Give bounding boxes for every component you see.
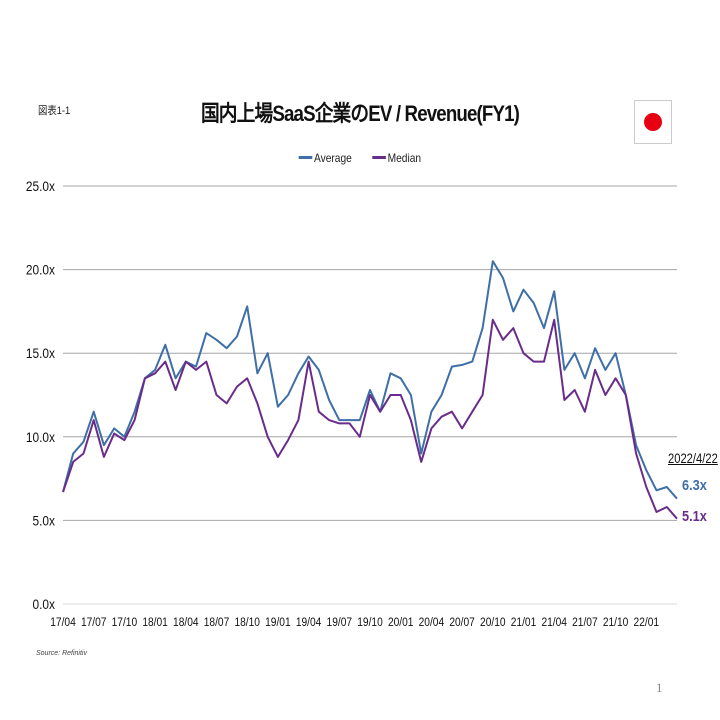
x-tick-label: 18/01 <box>142 616 168 629</box>
y-tick-label: 15.0x <box>26 345 56 361</box>
source-note: Source: Refinitiv <box>36 650 87 657</box>
x-tick-label: 19/01 <box>265 616 291 629</box>
x-tick-label: 19/10 <box>357 616 383 629</box>
legend-label-average: Average <box>314 150 353 165</box>
latest-date-annotation: 2022/4/22 <box>668 450 718 466</box>
x-tick-label: 19/04 <box>296 616 322 629</box>
y-tick-label: 5.0x <box>33 512 56 528</box>
x-tick-label: 21/04 <box>541 616 567 629</box>
x-tick-label: 20/07 <box>449 616 475 629</box>
x-tick-label: 21/01 <box>511 616 537 629</box>
japan-flag-icon <box>634 100 672 144</box>
legend-swatch-average <box>299 156 313 159</box>
x-tick-label: 17/04 <box>50 616 76 629</box>
series-line-average <box>62 260 678 500</box>
chart-title: 国内上場SaaS企業のEV / Revenue(FY1) <box>200 101 520 126</box>
flag-sun <box>644 113 662 131</box>
x-tick-label: 17/07 <box>81 616 107 629</box>
x-tick-label: 21/07 <box>572 616 598 629</box>
figure-label: 図表1-1 <box>38 105 71 117</box>
legend: Average Median <box>0 148 720 165</box>
page-number: 1 <box>656 680 663 695</box>
legend-label-median: Median <box>387 150 422 165</box>
y-tick-label: 20.0x <box>26 262 56 278</box>
x-tick-label: 22/01 <box>634 616 660 629</box>
average-latest-annotation: 6.3x <box>682 477 707 494</box>
x-tick-label: 21/10 <box>603 616 629 629</box>
x-tick-label: 19/07 <box>327 616 353 629</box>
legend-item-average: Average <box>299 151 352 165</box>
x-tick-label: 20/01 <box>388 616 414 629</box>
legend-swatch-median <box>372 156 387 159</box>
x-tick-label: 18/10 <box>234 616 260 629</box>
legend-item-median: Median <box>372 150 422 165</box>
y-tick-label: 25.0x <box>26 178 56 194</box>
series-line-median <box>62 318 678 520</box>
x-tick-label: 20/10 <box>480 616 506 629</box>
x-tick-label: 17/10 <box>112 616 138 629</box>
x-tick-label: 18/04 <box>173 616 199 629</box>
y-tick-label: 0.0x <box>33 596 56 612</box>
x-tick-label: 20/04 <box>419 616 445 629</box>
y-tick-label: 10.0x <box>26 429 56 445</box>
median-latest-annotation: 5.1x <box>682 508 707 525</box>
x-tick-label: 18/07 <box>204 616 230 629</box>
